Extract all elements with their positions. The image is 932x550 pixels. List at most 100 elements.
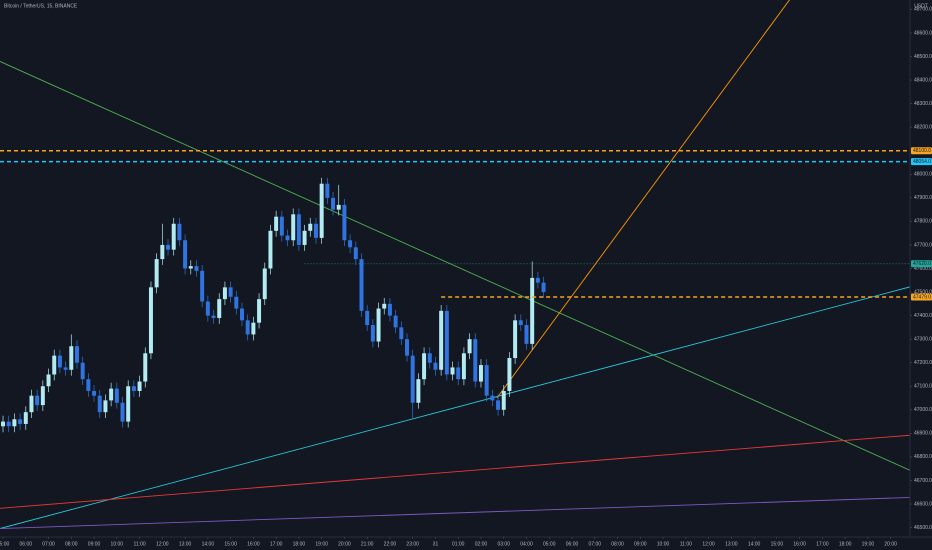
candle-body xyxy=(541,282,546,293)
candle-body xyxy=(473,339,478,382)
x-tick-label: 13:00 xyxy=(179,541,192,547)
candle-body xyxy=(387,303,392,316)
x-tick-label: 06:00 xyxy=(20,541,33,547)
candle-body xyxy=(279,216,284,236)
x-tick-label: 23:00 xyxy=(406,541,419,547)
x-tick-label: 10:00 xyxy=(657,541,670,547)
x-tick-label: 08:00 xyxy=(611,541,624,547)
candle-body xyxy=(46,374,51,387)
candle-body xyxy=(484,365,489,396)
candle-body xyxy=(416,379,421,403)
x-tick-label: 15:00 xyxy=(224,541,237,547)
x-tick-label: 17:00 xyxy=(270,541,283,547)
candle-body xyxy=(80,362,85,380)
candle-body xyxy=(114,388,119,403)
trendline xyxy=(0,496,910,529)
candle-body xyxy=(313,223,318,238)
candle-body xyxy=(92,390,97,396)
y-tick-label: 48300.0 xyxy=(914,101,932,107)
x-tick-label: 14:00 xyxy=(202,541,215,547)
x-tick-label: 11:00 xyxy=(133,541,145,547)
candle-body xyxy=(97,395,102,413)
candle-body xyxy=(319,183,324,238)
candle-body xyxy=(382,303,387,309)
candle-body xyxy=(63,367,68,370)
x-tick-label: 07:00 xyxy=(42,541,55,547)
candle-body xyxy=(154,259,159,288)
candle-body xyxy=(478,365,483,382)
plot-area xyxy=(0,0,910,529)
x-tick-label: 12:00 xyxy=(156,541,169,547)
candle-body xyxy=(6,421,11,427)
y-tick-label: 48700.0 xyxy=(914,7,932,13)
candle-body xyxy=(507,358,512,391)
trendline xyxy=(0,61,910,471)
candle-body xyxy=(109,388,114,401)
candle-body xyxy=(160,244,165,260)
candle-body xyxy=(18,419,23,424)
candle-body xyxy=(427,353,432,363)
candle-body xyxy=(69,346,74,370)
y-tick-label: 48500.0 xyxy=(914,54,932,60)
x-tick-label: 09:00 xyxy=(88,541,101,547)
candle-body xyxy=(348,240,353,248)
candle-body xyxy=(399,327,404,340)
candle-body xyxy=(171,223,176,250)
y-tick-label: 47200.0 xyxy=(914,360,932,366)
candle-body xyxy=(496,400,501,410)
candle-body xyxy=(188,266,193,269)
candle-body xyxy=(103,400,108,413)
candle-body xyxy=(217,299,222,318)
candle-body xyxy=(131,386,136,391)
x-tick-label: 04:00 xyxy=(520,541,533,547)
trendline xyxy=(496,0,790,399)
level-tag xyxy=(911,293,932,301)
candle-body xyxy=(439,310,444,370)
level-tag xyxy=(911,158,932,166)
candle-body xyxy=(302,230,307,245)
candle-body xyxy=(410,355,415,403)
candle-body xyxy=(200,270,205,302)
candle-body xyxy=(245,320,250,335)
y-tick-label: 48000.0 xyxy=(914,172,932,178)
x-tick-label: 06:00 xyxy=(566,541,579,547)
y-tick-label: 46600.0 xyxy=(914,501,932,507)
level-tag-label: 47620.0 xyxy=(913,261,931,267)
candle-body xyxy=(456,367,461,380)
x-tick-label: 05:00 xyxy=(543,541,556,547)
y-tick-label: 46500.0 xyxy=(914,525,932,531)
x-tick-label: 11:00 xyxy=(680,541,692,547)
x-tick-label: 12:00 xyxy=(702,541,715,547)
level-tag xyxy=(911,147,932,155)
candle-body xyxy=(530,277,535,344)
x-tick-label: 08:00 xyxy=(65,541,78,547)
candle-body xyxy=(1,421,6,427)
y-tick-label: 47100.0 xyxy=(914,384,932,390)
y-tick-label: 47700.0 xyxy=(914,242,932,248)
candle-body xyxy=(490,395,495,401)
candle-body xyxy=(23,412,28,424)
x-tick-label: 17:00 xyxy=(816,541,829,547)
candle-body xyxy=(52,355,57,375)
trendline xyxy=(0,434,910,509)
candle-body xyxy=(222,287,227,300)
candle-body xyxy=(234,296,239,309)
candle-body xyxy=(29,395,34,413)
y-tick-label: 47300.0 xyxy=(914,336,932,342)
candle-body xyxy=(450,367,455,375)
x-tick-label: 21:00 xyxy=(361,541,374,547)
y-tick-label: 47900.0 xyxy=(914,195,932,201)
candle-body xyxy=(336,204,341,210)
x-tick-label: 01:00 xyxy=(452,541,465,547)
y-tick-label: 47500.0 xyxy=(914,289,932,295)
x-tick-label: 13:00 xyxy=(725,541,738,547)
x-tick-label: 07:00 xyxy=(589,541,602,547)
candle-body xyxy=(194,266,199,271)
x-tick-label: 10:00 xyxy=(111,541,124,547)
candle-body xyxy=(393,315,398,328)
candle-body xyxy=(74,346,79,363)
candle-body xyxy=(535,277,540,283)
candle-body xyxy=(461,353,466,380)
